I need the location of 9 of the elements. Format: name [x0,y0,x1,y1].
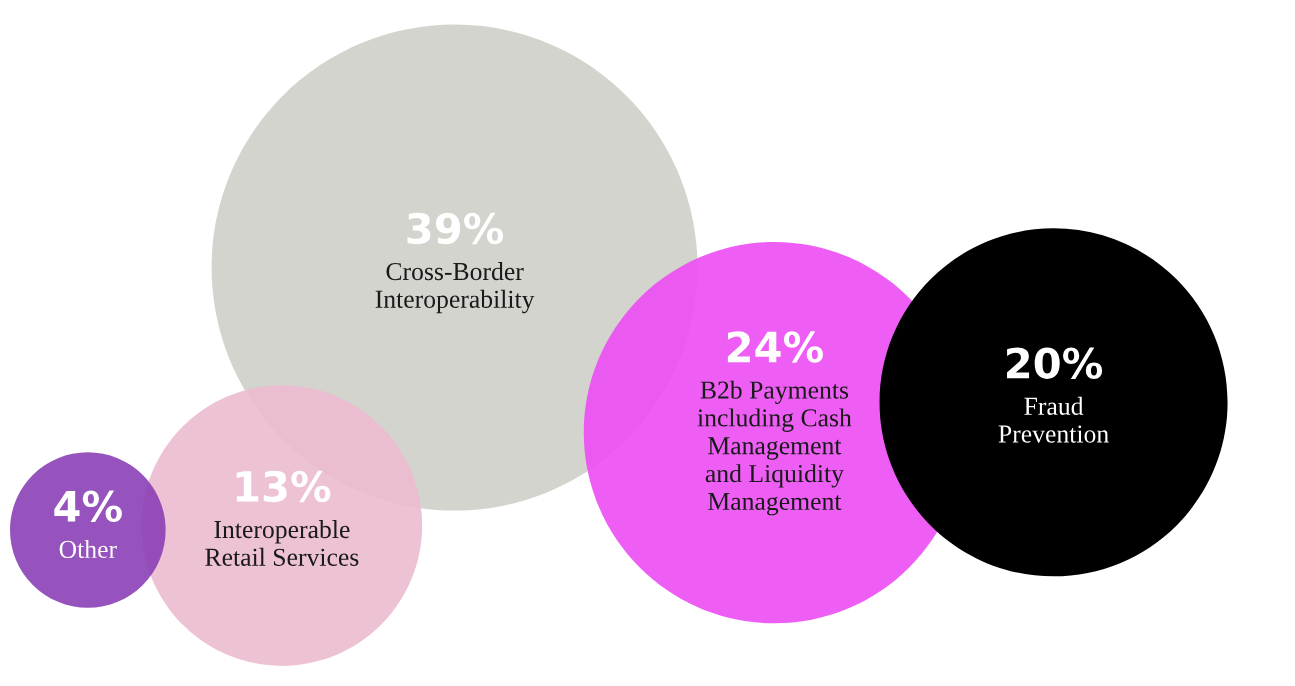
category-label: Fraud Prevention [998,396,1109,443]
category-label: Cross-Border Interoperability [375,262,535,314]
data-label: 24% [727,331,823,363]
category-label: Interoperable Retail Services [205,520,359,566]
data-label: 4% [54,490,122,523]
data-label: 13% [236,470,331,503]
category-label: Other [59,540,117,559]
data-label: 20% [1006,347,1103,379]
category-label: B2b Payments including Cash Management and Liquidity Management [697,380,852,516]
